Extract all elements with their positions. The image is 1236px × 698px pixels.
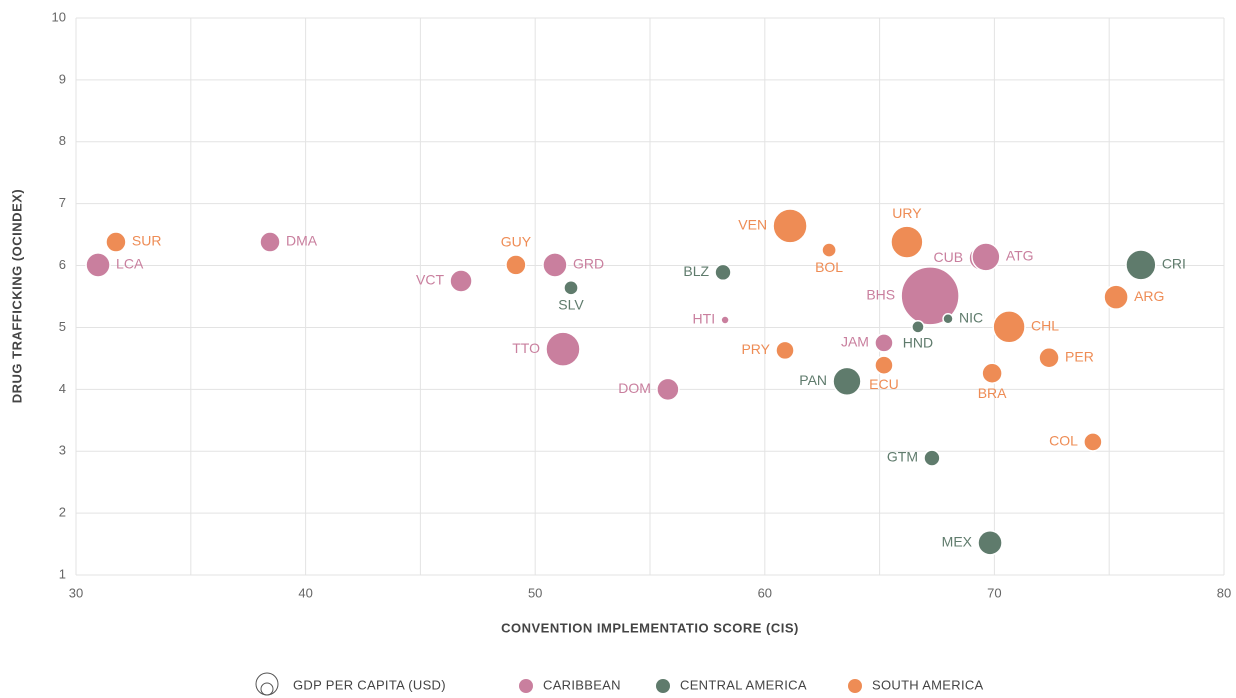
x-tick-label: 70: [987, 585, 1001, 600]
point-label: SUR: [132, 233, 162, 249]
y-tick-label: 6: [59, 257, 66, 272]
point-label: URY: [892, 205, 922, 221]
y-tick-label: 2: [59, 505, 66, 520]
bubble: [85, 252, 111, 278]
bubble: [942, 313, 954, 325]
point-label: SLV: [558, 297, 584, 313]
point-label: BHS: [866, 287, 895, 303]
x-axis-title: CONVENTION IMPLEMENTATIO SCORE (CIS): [501, 620, 799, 635]
point-label: GTM: [887, 449, 918, 465]
point-label: BRA: [978, 385, 1007, 401]
point-label: DOM: [618, 380, 651, 396]
point-label: MEX: [942, 534, 973, 550]
point-label: CUB: [934, 249, 964, 265]
point-label: ARG: [1134, 288, 1164, 304]
bubble: [505, 254, 527, 276]
point-label: GUY: [501, 234, 532, 250]
point-label: HTI: [693, 311, 716, 327]
bubble: [971, 242, 1001, 272]
y-tick-label: 5: [59, 319, 66, 334]
legend-label: CENTRAL AMERICA: [680, 677, 807, 692]
point-label: VEN: [738, 217, 767, 233]
legend-label: SOUTH AMERICA: [872, 677, 984, 692]
bubble: [832, 366, 862, 396]
bubble: [714, 263, 732, 282]
point-label: BLZ: [683, 263, 709, 279]
bubble: [911, 320, 925, 334]
legend-label: CARIBBEAN: [543, 677, 621, 692]
size-legend-icon: [260, 682, 274, 696]
point-label: ATG: [1006, 248, 1034, 264]
size-legend-icon: [255, 672, 279, 696]
bubble: [449, 269, 473, 293]
bubble: [1103, 284, 1129, 310]
bubble: [890, 225, 924, 259]
bubble: [656, 377, 680, 402]
bubble: [542, 252, 568, 278]
y-tick-label: 4: [59, 381, 66, 396]
point-label: VCT: [416, 272, 444, 288]
y-tick-label: 8: [59, 133, 66, 148]
y-tick-label: 9: [59, 71, 66, 86]
point-label: CRI: [1162, 256, 1186, 272]
x-tick-label: 80: [1217, 585, 1231, 600]
y-tick-label: 7: [59, 195, 66, 210]
bubble: [821, 242, 837, 258]
bubble: [977, 530, 1003, 556]
x-tick-label: 30: [69, 585, 83, 600]
bubble: [900, 266, 960, 326]
legend-marker: [656, 679, 670, 693]
bubble: [981, 362, 1003, 384]
point-label: JAM: [841, 334, 869, 350]
bubble: [1038, 347, 1060, 369]
bubble: [259, 231, 281, 253]
point-label: DMA: [286, 233, 318, 249]
y-tick-label: 1: [59, 566, 66, 581]
bubble: [1083, 432, 1103, 452]
legend-marker: [848, 679, 862, 693]
bubble: [105, 231, 127, 253]
bubble: [545, 331, 581, 367]
bubble: [874, 333, 894, 353]
bubble: [775, 340, 795, 361]
point-label: CHL: [1031, 318, 1059, 334]
y-axis-title: DRUG TRAFFICKING (OCINDEX): [9, 189, 24, 404]
point-label: PER: [1065, 348, 1094, 364]
bubble: [923, 449, 941, 467]
point-label: TTO: [512, 340, 540, 356]
point-label: COL: [1049, 433, 1078, 449]
point-label: LCA: [116, 256, 144, 272]
point-label: GRD: [573, 256, 604, 272]
x-tick-label: 60: [758, 585, 772, 600]
x-tick-label: 40: [298, 585, 312, 600]
bubble: [772, 208, 808, 244]
size-legend-label: GDP PER CAPITA (USD): [293, 677, 446, 692]
bubble: [874, 355, 894, 375]
bubble: [563, 280, 579, 296]
bubble: [992, 310, 1026, 344]
legend-marker: [519, 679, 533, 693]
point-label: HND: [903, 335, 933, 351]
x-tick-label: 50: [528, 585, 542, 600]
point-label: PRY: [741, 341, 770, 357]
point-label: BOL: [815, 259, 843, 275]
bubble: [720, 315, 730, 325]
bubble: [1125, 249, 1157, 281]
point-label: ECU: [869, 376, 899, 392]
y-tick-label: 3: [59, 443, 66, 458]
point-label: PAN: [799, 372, 827, 388]
point-label: NIC: [959, 309, 983, 325]
y-tick-label: 10: [52, 9, 66, 24]
